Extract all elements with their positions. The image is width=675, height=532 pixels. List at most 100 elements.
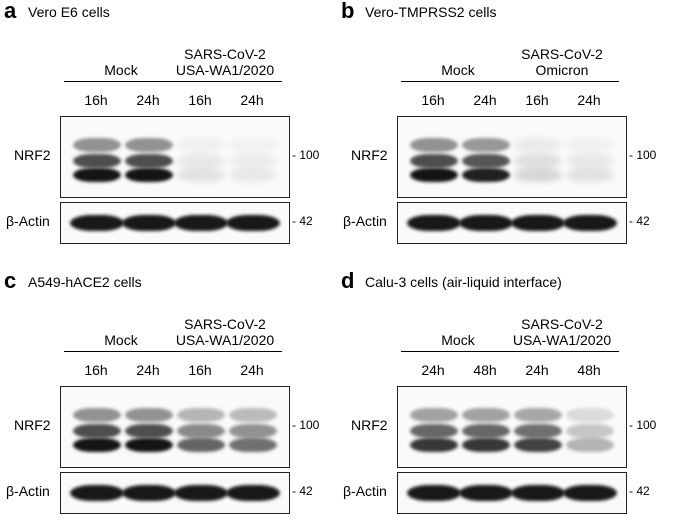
panel-a: a Vero E6 cells Mock SARS-CoV-2 USA-WA1/2020… [0,0,330,260]
nrf2-band [462,167,510,182]
nrf2-band [177,424,225,438]
molecular-weight-marker: - 42 [292,214,313,228]
nrf2-band [73,424,121,438]
group-underline [401,81,515,82]
nrf2-band [462,408,510,422]
nrf2-band [73,408,121,422]
blot-row-label: NRF2 [351,417,388,433]
treatment-group: SARS-CoV-2 USA-WA1/2020 [168,46,282,82]
lane-time-label: 24h [136,362,160,378]
nrf2-band [177,408,225,422]
group-label-line: SARS-CoV-2 [521,46,603,62]
nrf2-band [125,437,173,452]
nrf2-blot [397,116,627,198]
group-label-line: SARS-CoV-2 [184,316,266,332]
actin-band [563,215,617,231]
nrf2-band [410,424,458,438]
nrf2-band [410,437,458,452]
group-label-line: USA-WA1/2020 [512,332,612,348]
blot-row-label: NRF2 [14,147,51,163]
cell-line-title: A549-hACE2 cells [28,274,142,290]
group-underline [401,351,515,352]
lane-time-label: 24h [240,362,264,378]
treatment-group: Mock [401,62,515,82]
nrf2-band [229,424,277,438]
actin-blot [397,472,627,514]
nrf2-blot [60,386,290,468]
panel-letter: b [341,0,355,23]
nrf2-band [462,154,510,168]
group-label-line: SARS-CoV-2 [521,316,603,332]
actin-band [459,485,513,501]
nrf2-band [566,154,614,168]
lane-time-label: 24h [421,362,445,378]
actin-band [174,215,228,231]
actin-band [407,485,461,501]
nrf2-band [566,408,614,422]
group-label-line: Mock [441,62,475,78]
nrf2-band [514,154,562,168]
nrf2-band [125,408,173,422]
nrf2-band [410,138,458,152]
treatment-group: SARS-CoV-2 USA-WA1/2020 [168,316,282,352]
panel-letter: c [4,268,17,293]
lane-time-label: 16h [525,92,549,108]
nrf2-band [73,138,121,152]
nrf2-band [125,138,173,152]
cell-line-title: Vero-TMPRSS2 cells [365,4,497,20]
actin-band [122,485,176,501]
molecular-weight-marker: - 42 [292,484,313,498]
nrf2-blot [60,116,290,198]
molecular-weight-marker: - 42 [629,484,650,498]
treatment-group: SARS-CoV-2 USA-WA1/2020 [505,316,619,352]
nrf2-band [462,138,510,152]
lane-time-label: 16h [188,92,212,108]
nrf2-blot [397,386,627,468]
nrf2-band [177,154,225,168]
nrf2-band [177,167,225,182]
nrf2-band [514,424,562,438]
nrf2-band [566,437,614,452]
actin-band [407,215,461,231]
blot-row-label: β-Actin [343,483,387,499]
blot-row-label: β-Actin [6,483,50,499]
molecular-weight-marker: - 100 [292,148,320,162]
actin-band [459,215,513,231]
molecular-weight-marker: - 42 [629,214,650,228]
nrf2-band [73,154,121,168]
lane-time-label: 48h [577,362,601,378]
actin-band [70,215,124,231]
nrf2-band [73,437,121,452]
treatment-group: SARS-CoV-2 Omicron [505,46,619,82]
nrf2-band [73,167,121,182]
cell-line-title: Calu-3 cells (air-liquid interface) [365,274,562,290]
blot-row-label: β-Actin [343,213,387,229]
nrf2-band [125,424,173,438]
treatment-group: Mock [401,332,515,352]
molecular-weight-marker: - 100 [292,418,320,432]
nrf2-band [229,154,277,168]
panel-letter: d [341,268,355,293]
nrf2-band [566,424,614,438]
lane-time-label: 24h [136,92,160,108]
group-underline [64,81,178,82]
actin-band [226,485,280,501]
group-label-line: USA-WA1/2020 [175,332,275,348]
group-label-line: USA-WA1/2020 [175,62,275,78]
nrf2-band [177,437,225,452]
group-underline [168,81,282,82]
cell-line-title: Vero E6 cells [28,4,110,20]
lane-time-label: 16h [421,92,445,108]
actin-band [511,485,565,501]
group-label-line: Mock [104,332,138,348]
lane-time-label: 16h [84,92,108,108]
group-label-line: Mock [104,62,138,78]
actin-blot [397,202,627,244]
molecular-weight-marker: - 100 [629,418,657,432]
blot-row-label: NRF2 [351,147,388,163]
nrf2-band [514,437,562,452]
actin-band [563,485,617,501]
actin-band [174,485,228,501]
group-underline [505,351,619,352]
actin-blot [60,202,290,244]
